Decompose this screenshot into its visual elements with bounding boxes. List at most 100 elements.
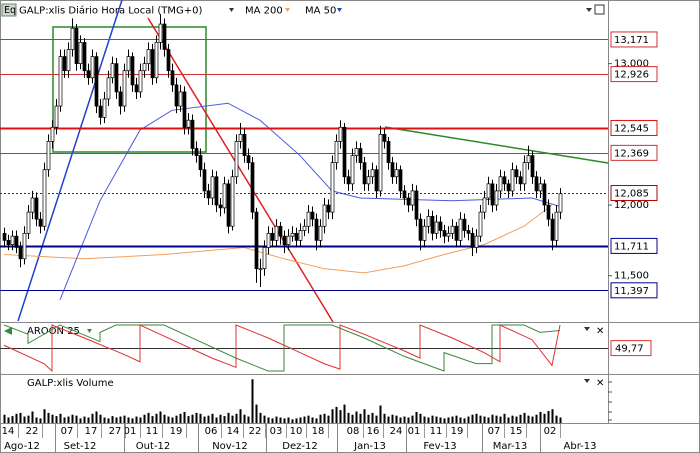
volume-bar xyxy=(267,417,270,423)
icon-label: Eq xyxy=(4,5,16,16)
candle-body xyxy=(190,119,195,149)
candle-body xyxy=(422,225,427,241)
candle-body xyxy=(298,230,303,241)
candle-body xyxy=(62,56,67,72)
candle-body xyxy=(342,126,347,178)
level-box xyxy=(610,144,658,161)
candle-body xyxy=(474,235,479,248)
level-box xyxy=(610,31,658,48)
menu-button[interactable] xyxy=(586,8,592,12)
volume-bar xyxy=(83,416,86,423)
legend-item[interactable]: MA 200 xyxy=(245,6,283,17)
volume-bar xyxy=(311,417,314,423)
dropdown-arrow[interactable] xyxy=(285,8,290,12)
volume-bar xyxy=(147,412,150,423)
x-tick-label: 22 xyxy=(249,426,262,437)
menu-button[interactable] xyxy=(584,379,590,383)
x-tick-label: 07 xyxy=(488,426,501,437)
volume-bar xyxy=(79,418,82,423)
volume-bar xyxy=(507,417,510,423)
volume-bar xyxy=(47,412,50,423)
volume-bar xyxy=(419,413,422,423)
dropdown-arrow[interactable] xyxy=(337,8,342,12)
volume-bar xyxy=(135,416,138,423)
volume-bar xyxy=(95,411,98,423)
level-box xyxy=(610,282,658,299)
month-label: Set-12 xyxy=(64,441,97,452)
x-tick-label: 08 xyxy=(347,426,360,437)
menu-button[interactable] xyxy=(584,327,590,331)
candle-body xyxy=(322,204,327,227)
volume-bar xyxy=(103,417,106,423)
volume-bar xyxy=(243,414,246,423)
candle-body xyxy=(22,232,27,260)
close-button[interactable]: ✕ xyxy=(596,378,604,389)
volume-bar xyxy=(295,418,298,423)
volume-bar xyxy=(115,417,118,423)
volume-bar xyxy=(123,415,126,423)
candle-body xyxy=(230,176,235,227)
close-button[interactable]: ✕ xyxy=(596,326,604,337)
maximize-button[interactable] xyxy=(594,4,605,15)
volume-bar xyxy=(415,411,418,423)
candle-body xyxy=(374,169,379,192)
volume-bar xyxy=(291,419,294,423)
volume-bar xyxy=(187,416,190,423)
x-tick-label: 24 xyxy=(390,426,403,437)
indicator-value-box xyxy=(610,340,652,357)
volume-bar xyxy=(119,416,122,423)
volume-bar xyxy=(411,415,414,423)
candle-body xyxy=(302,225,307,231)
volume-bar xyxy=(459,417,462,423)
legend-item[interactable]: MA 50 xyxy=(305,6,336,17)
x-tick-label: 01 xyxy=(124,426,137,437)
candle-body xyxy=(502,176,507,185)
volume-bar xyxy=(107,418,110,423)
volume-bar xyxy=(11,416,14,423)
volume-bar xyxy=(327,415,330,423)
candle-body xyxy=(90,56,95,79)
indicator-icon xyxy=(4,327,12,335)
candle-body xyxy=(194,148,199,156)
candle-body xyxy=(350,155,355,185)
month-label: Ago-12 xyxy=(4,441,40,452)
candle-body xyxy=(458,218,463,241)
candle-body xyxy=(210,176,215,199)
dropdown-arrow[interactable] xyxy=(229,8,234,12)
candle-body xyxy=(186,119,191,128)
volume-bar xyxy=(351,414,354,423)
volume-bar xyxy=(367,414,370,423)
candle-body xyxy=(514,169,519,178)
volume-bar xyxy=(247,416,250,423)
candle-body xyxy=(410,190,415,206)
x-tick-label: 27 xyxy=(109,426,122,437)
month-label: Dez-12 xyxy=(282,441,317,452)
volume-bar xyxy=(451,416,454,423)
indicator-title: AROON 25 xyxy=(27,326,80,337)
candle-body xyxy=(414,190,419,220)
volume-bar xyxy=(239,409,242,423)
candle-body xyxy=(294,232,299,241)
candle-body xyxy=(266,232,271,248)
candle-body xyxy=(338,126,343,142)
volume-bar xyxy=(167,416,170,423)
candle-body xyxy=(238,133,243,142)
chart-title: GALP:xlis Diário Hora Local (TMG+0) xyxy=(19,5,202,17)
volume-bar xyxy=(387,416,390,423)
candle-body xyxy=(402,190,407,199)
volume-bar xyxy=(55,416,58,423)
candle-body xyxy=(518,176,523,185)
candle-body xyxy=(390,162,395,178)
icon[interactable] xyxy=(1,3,17,17)
candle-body xyxy=(170,70,175,86)
candle-body xyxy=(42,169,47,227)
candle-body xyxy=(86,70,91,79)
x-tick-label: 14 xyxy=(2,426,15,437)
candle-body xyxy=(290,232,295,237)
dropdown-arrow[interactable] xyxy=(87,329,92,333)
candle-body xyxy=(478,211,483,237)
level-label: 12,085 xyxy=(614,189,649,200)
candle-body xyxy=(278,225,283,237)
volume-bar xyxy=(211,413,214,423)
candle-body xyxy=(38,218,43,227)
